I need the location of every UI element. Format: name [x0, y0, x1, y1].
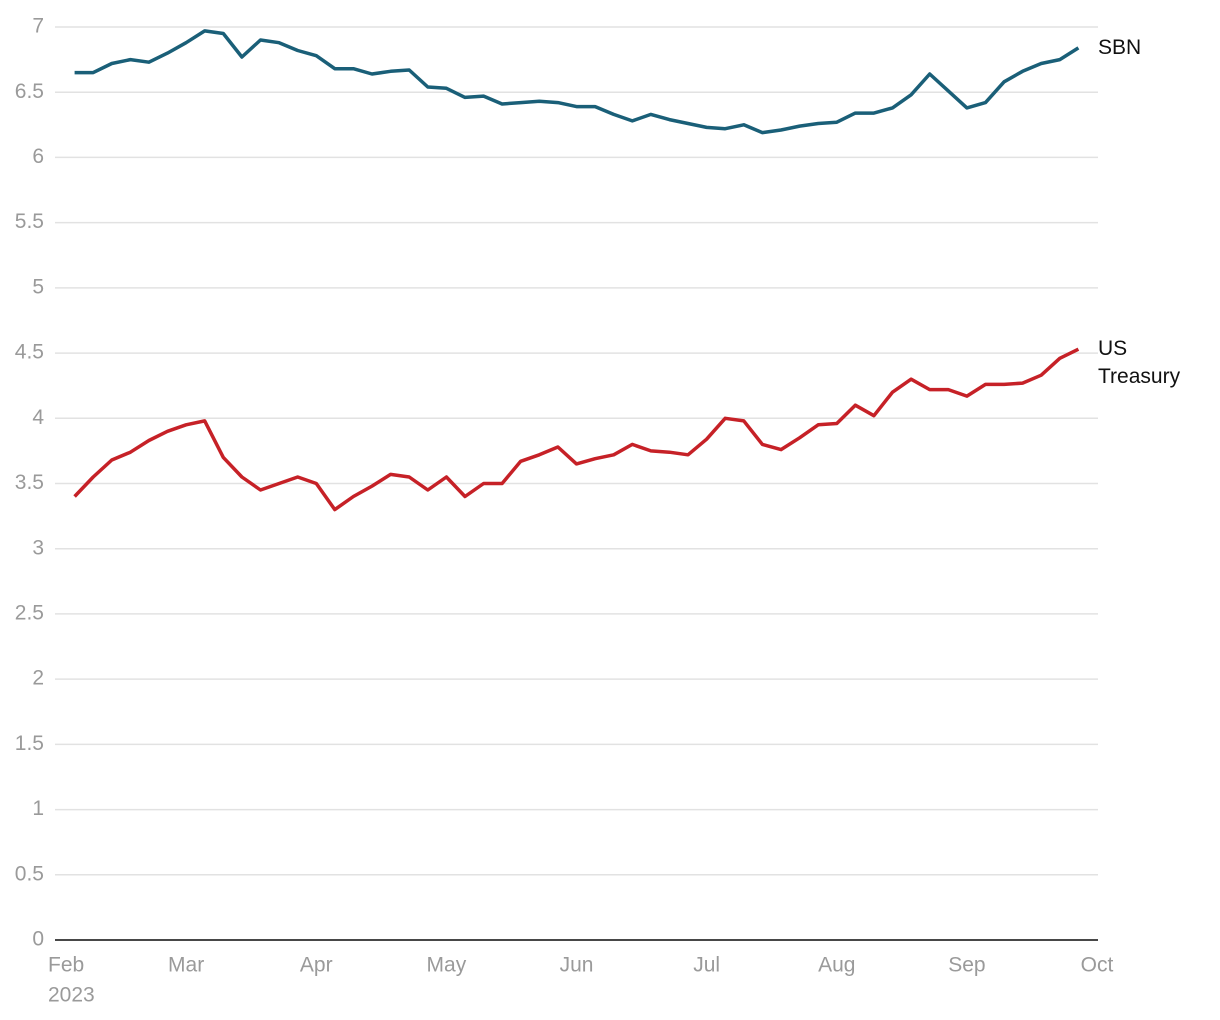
y-tick-label: 1.5 [15, 732, 44, 755]
x-tick-label: Mar [168, 954, 204, 977]
y-tick-label: 2 [32, 667, 44, 690]
y-tick-label: 5.5 [15, 210, 44, 233]
y-tick-label: 2.5 [15, 601, 44, 624]
series-line [74, 29, 1080, 135]
y-tick-label: 7 [32, 15, 44, 38]
x-tick-label: Sep [948, 954, 985, 977]
y-tick-label: 6.5 [15, 80, 44, 103]
y-tick-label: 3.5 [15, 471, 44, 494]
x-tick-label: May [427, 954, 467, 977]
y-tick-label: 0 [32, 928, 44, 951]
y-tick-label: 3 [32, 536, 44, 559]
x-tick-label: Aug [818, 954, 855, 977]
x-tick-label: Oct [1081, 954, 1114, 977]
year-label: 2023 [48, 984, 95, 1007]
x-tick-label: Jun [560, 954, 594, 977]
x-tick-label: Apr [300, 954, 333, 977]
y-tick-label: 0.5 [15, 862, 44, 885]
series-label: US Treasury [1098, 337, 1181, 389]
x-tick-label: Feb [48, 954, 84, 977]
y-tick-label: 5 [32, 275, 44, 298]
series-label: SBN [1098, 35, 1142, 59]
series-line [73, 347, 1080, 512]
x-tick-label: Jul [693, 954, 720, 977]
y-tick-label: 1 [32, 797, 44, 820]
y-tick-label: 4 [32, 406, 44, 429]
y-tick-label: 6 [32, 145, 44, 168]
y-tick-label: 4.5 [15, 341, 44, 364]
